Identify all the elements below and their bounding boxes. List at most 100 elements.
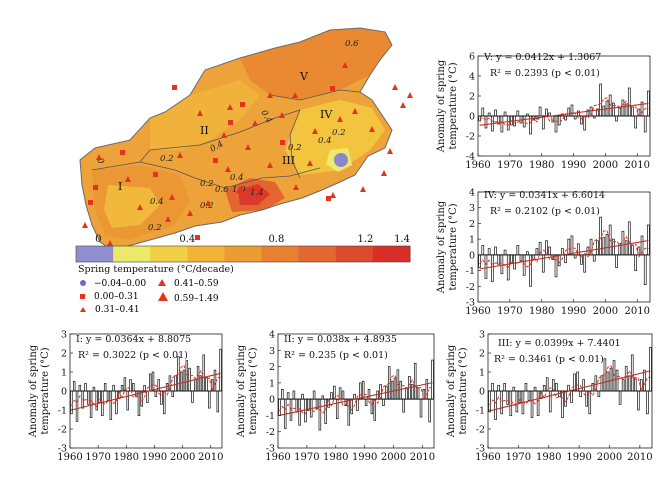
- anomaly-bar: [484, 115, 488, 129]
- anomaly-bar: [341, 390, 345, 400]
- colorbar-tick-label: 1.2: [358, 234, 374, 245]
- anomaly-bar: [643, 369, 646, 392]
- anomaly-bar: [554, 254, 558, 278]
- anomaly-bar: [564, 390, 567, 407]
- colorbar-tick-label: 0.4: [179, 234, 195, 245]
- anomaly-bar: [213, 369, 217, 392]
- anomaly-bar: [494, 109, 497, 117]
- legend-item-1: −0.04–0.00: [80, 279, 146, 289]
- x-tick-label: 2000: [597, 452, 622, 463]
- chart-region-i: -3 -2 -1 0 1 2 3 1960 1970 1980 1990 2000 2010 I: y =…: [28, 330, 223, 464]
- anomaly-bar: [106, 390, 110, 401]
- y-tick-label: 4: [269, 330, 275, 341]
- anomaly-bar: [194, 379, 197, 392]
- anomaly-bar: [570, 104, 574, 117]
- anomaly-bar: [370, 398, 374, 415]
- anomaly-bar: [177, 356, 180, 392]
- circle-icon: [80, 280, 86, 286]
- anomaly-bar: [541, 115, 545, 130]
- colorbar-swatch: [150, 246, 188, 262]
- y-tick-label: 3: [479, 330, 485, 341]
- regression-equation: V: y = 0.0412x + 1.3067: [483, 52, 601, 63]
- y-axis-label-line2: temperature (°C): [458, 347, 469, 434]
- anomaly-bar: [596, 240, 599, 256]
- colorbar-swatch: [335, 246, 374, 262]
- y-axis-label: Anomaly of spring: [436, 200, 447, 294]
- anomaly-bar: [567, 107, 571, 117]
- anomaly-bar: [615, 254, 618, 268]
- y-tick-label: -1: [58, 406, 67, 417]
- trend-line: [479, 240, 649, 270]
- anomaly-bar: [627, 221, 631, 256]
- anomaly-bar: [208, 390, 211, 409]
- anomaly-bar: [497, 384, 500, 392]
- x-tick-label: 2000: [593, 160, 618, 171]
- anomaly-bar: [202, 354, 205, 392]
- trend-line: [71, 372, 221, 411]
- anomaly-bar: [555, 383, 558, 392]
- anomaly-bar: [382, 398, 385, 407]
- anomaly-bar: [112, 384, 115, 392]
- anomaly-bar: [612, 102, 615, 117]
- y-tick-label: 2: [269, 362, 275, 373]
- anomaly-bar: [524, 383, 528, 392]
- anomaly-bar: [289, 398, 293, 421]
- anomaly-bar: [621, 99, 625, 117]
- y-tick-label: 3: [61, 330, 67, 341]
- x-tick-label: 1980: [114, 452, 139, 463]
- anomaly-bar: [506, 115, 510, 131]
- plot-frame: [277, 333, 435, 449]
- regression-equation: IV: y = 0.0341x + 6.6014: [484, 190, 605, 201]
- anomaly-bar: [174, 375, 177, 392]
- anomaly-bar: [576, 110, 580, 117]
- anomaly-bar: [503, 111, 507, 117]
- anomaly-bar: [579, 390, 582, 398]
- x-tick-label: 1990: [566, 452, 591, 463]
- colorbar-swatch: [76, 246, 114, 262]
- y-axis-label: Anomaly of spring: [236, 344, 247, 438]
- y-axis-label: Anomaly of spring: [446, 344, 457, 438]
- colorbar-swatch: [298, 246, 337, 262]
- anomaly-bar: [646, 390, 649, 415]
- colorbar-swatch: [372, 246, 411, 262]
- isoline-label: 0: [94, 157, 106, 167]
- x-tick-label: 1960: [475, 452, 500, 463]
- anomaly-bar: [154, 390, 158, 398]
- plot-frame: [477, 191, 651, 303]
- anomaly-bar: [602, 237, 606, 256]
- anomaly-bar: [143, 384, 146, 392]
- region-label-v: V: [299, 70, 309, 83]
- anomaly-bar: [103, 383, 107, 392]
- anomaly-bar: [393, 377, 397, 400]
- anomaly-bar: [609, 367, 613, 392]
- anomaly-bar: [481, 107, 485, 117]
- anomaly-bar: [576, 371, 579, 392]
- anomaly-bar: [160, 390, 163, 405]
- anomaly-bar: [554, 115, 558, 133]
- anomaly-bar: [621, 379, 625, 392]
- anomaly-bar: [588, 390, 592, 415]
- x-tick-label: 1990: [352, 452, 377, 463]
- anomaly-bar: [634, 115, 638, 129]
- y-tick-label: 0: [469, 112, 475, 123]
- chart-region-v: -4 -2 0 2 4 6 1960 1970 1980 1990 2000 2010 V: y = 0…: [436, 52, 651, 171]
- anomaly-bar: [509, 390, 513, 417]
- anomaly-bar: [367, 389, 371, 400]
- regression-equation: III: y = 0.0399x + 7.4401: [498, 338, 621, 349]
- anomaly-bar: [592, 254, 596, 262]
- anomaly-bar: [538, 106, 542, 117]
- anomaly-bar: [488, 390, 491, 413]
- colorbar: 0 0.4 0.8 1.2 1.4: [75, 234, 411, 263]
- x-tick-label: 1960: [265, 452, 290, 463]
- anomaly-bar: [373, 398, 377, 421]
- y-axis-label-line2: temperature (°C): [248, 347, 259, 434]
- anomaly-bar: [490, 254, 494, 282]
- anomaly-bar: [567, 238, 571, 256]
- x-tick-label: 1960: [57, 452, 82, 463]
- moving-average-line: [489, 365, 651, 407]
- anomaly-bar: [484, 254, 488, 279]
- colorbar-tick-label: 0.8: [268, 234, 284, 245]
- anomaly-bar: [542, 384, 546, 392]
- triangle-icon: [158, 279, 166, 286]
- y-tick-label: -2: [266, 427, 275, 438]
